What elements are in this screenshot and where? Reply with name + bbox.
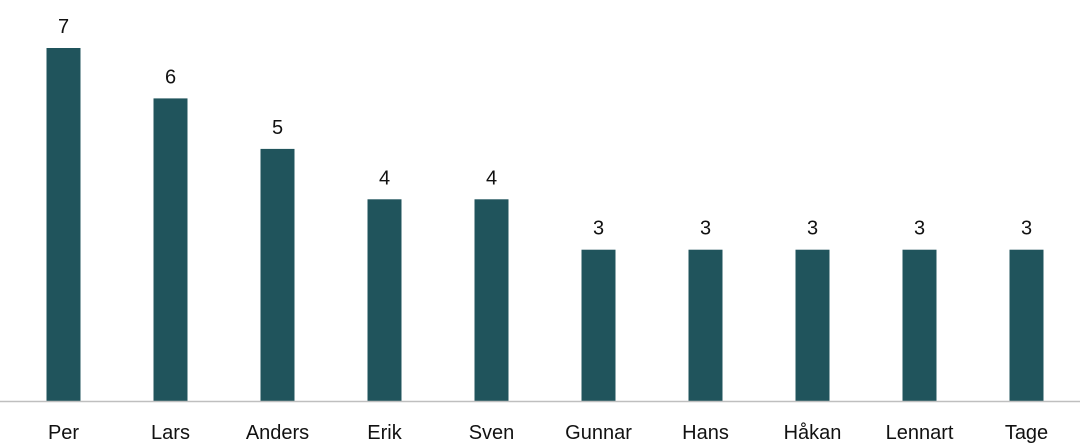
bar-hans: [688, 249, 723, 401]
data-label-lars: 6: [165, 66, 176, 88]
bar-lars: [153, 98, 188, 402]
x-tick-label-lars: Lars: [151, 422, 190, 443]
x-tick-label-hans: Hans: [682, 422, 729, 443]
bars-group: [46, 48, 1044, 402]
bar-per: [46, 48, 81, 401]
data-label-per: 7: [58, 16, 69, 38]
value-labels-group: 7 6 5 4 4 3 3 3 3 3: [58, 16, 1032, 240]
bar-tage: [1009, 249, 1044, 401]
x-tick-label-erik: Erik: [367, 422, 402, 443]
x-tick-label-sven: Sven: [469, 422, 515, 443]
data-label-hans: 3: [700, 218, 711, 240]
x-tick-label-håkan: Håkan: [784, 422, 842, 443]
bar-anders: [260, 148, 295, 401]
bar-lennart: [902, 249, 937, 401]
bar-sven: [474, 199, 509, 401]
data-label-håkan: 3: [807, 218, 818, 240]
data-label-erik: 4: [379, 167, 390, 189]
x-tick-label-gunnar: Gunnar: [565, 422, 632, 443]
data-label-tage: 3: [1021, 218, 1032, 240]
x-tick-label-per: Per: [48, 422, 79, 443]
data-label-sven: 4: [486, 167, 497, 189]
bar-håkan: [795, 249, 830, 401]
bar-gunnar: [581, 249, 616, 401]
x-tick-label-tage: Tage: [1005, 422, 1048, 443]
x-tick-labels-group: Per Lars Anders Erik Sven Gunnar Hans Håkan Lenn…: [48, 422, 1048, 444]
x-tick-label-anders: Anders: [246, 422, 309, 443]
x-tick-label-lennart: Lennart: [886, 422, 954, 443]
bar-erik: [367, 199, 402, 401]
data-label-gunnar: 3: [593, 218, 604, 240]
data-label-lennart: 3: [914, 218, 925, 240]
data-label-anders: 5: [272, 117, 283, 139]
